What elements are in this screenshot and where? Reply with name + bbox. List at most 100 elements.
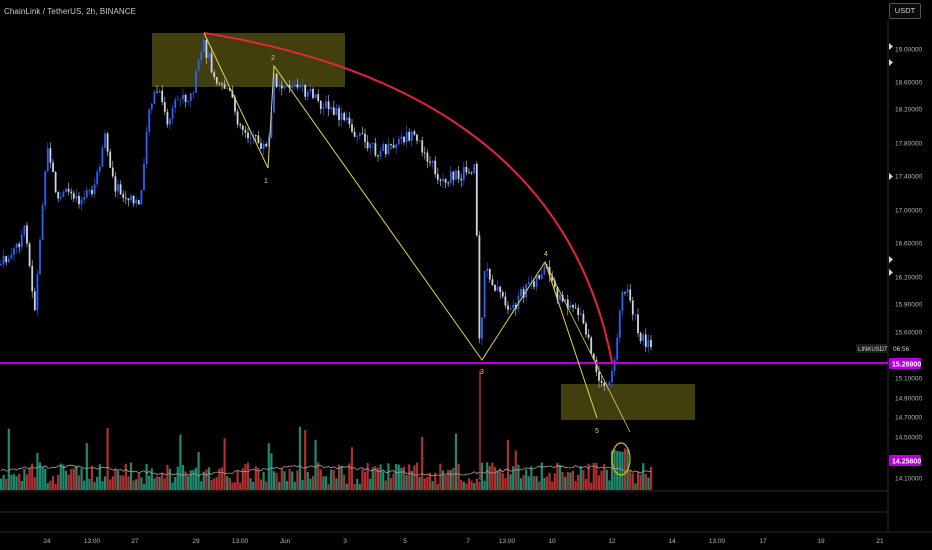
candle-body	[631, 300, 634, 315]
volume-bar	[150, 468, 153, 490]
volume-bar	[418, 477, 421, 490]
volume-bar	[72, 468, 75, 490]
time-tick-label: 13:00	[84, 538, 101, 545]
volume-bar	[553, 473, 556, 490]
candle-body	[351, 124, 353, 132]
volume-bar	[621, 451, 624, 490]
candle-body	[309, 88, 312, 92]
candle-body	[109, 151, 112, 168]
candle-body	[403, 136, 405, 143]
volume-bar	[636, 471, 640, 490]
candle-body	[488, 268, 491, 280]
volume-bar	[135, 479, 138, 490]
candle-body	[582, 313, 585, 324]
marker-triangle-icon	[889, 59, 893, 66]
volume-bar	[392, 473, 395, 490]
volume-bar	[413, 465, 416, 490]
time-tick-label: 13:00	[232, 538, 249, 545]
candle-body	[400, 136, 403, 140]
candle-body	[465, 167, 468, 173]
candle-body	[93, 184, 96, 195]
candle-body	[299, 85, 301, 88]
candle-body	[91, 189, 93, 195]
volume-bar	[241, 468, 244, 490]
bottom-zone-box[interactable]	[561, 384, 695, 420]
volume-bar	[46, 483, 49, 490]
wave-label-1: 1	[264, 178, 268, 185]
volume-bar	[462, 481, 465, 490]
candle-body	[241, 125, 244, 130]
volume-bar	[145, 463, 148, 490]
volume-bar	[88, 478, 91, 490]
volume-bar	[38, 462, 42, 490]
volume-bar	[493, 466, 497, 490]
candle-body	[538, 275, 541, 279]
volume-bar	[353, 483, 356, 490]
candle-body	[127, 198, 130, 201]
price-tick-label: 15.60000	[895, 330, 922, 337]
candle-body	[15, 243, 18, 249]
candle-body	[481, 317, 483, 339]
time-tick-label: 3	[343, 538, 347, 545]
volume-bar	[5, 478, 8, 490]
volume-bar	[501, 473, 504, 490]
candle-body	[150, 103, 153, 110]
candle-body	[137, 200, 140, 205]
volume-bar	[67, 474, 70, 490]
currency-button[interactable]: USDT	[889, 3, 921, 19]
arc-curve[interactable]	[203, 32, 613, 363]
volume-bar	[384, 480, 387, 490]
volume-bar	[605, 469, 608, 490]
volume-bar	[280, 469, 283, 490]
candle-body	[306, 91, 309, 97]
candle-body	[140, 190, 143, 205]
candle-body	[533, 281, 535, 287]
candle-body	[600, 380, 603, 383]
candle-body	[405, 131, 408, 143]
candle-body	[595, 359, 598, 372]
volume-bar	[343, 474, 346, 490]
candle-body	[462, 167, 465, 181]
volume-highlight-ellipse[interactable]	[611, 442, 631, 476]
candle-body	[270, 112, 273, 138]
volume-bar	[226, 476, 229, 490]
volume-bar	[25, 474, 29, 490]
volume-bar	[571, 470, 575, 490]
volume-bar	[509, 474, 512, 490]
wave-channel-line	[544, 261, 631, 433]
volume-bar	[228, 477, 231, 490]
candle-body	[335, 108, 338, 115]
volume-bar	[148, 475, 151, 490]
volume-bar	[166, 464, 169, 490]
candle-body	[483, 270, 486, 318]
candle-body	[436, 174, 439, 180]
volume-bar	[262, 471, 265, 490]
candle-body	[293, 84, 296, 87]
volume-bar	[444, 474, 447, 490]
volume-bar	[452, 467, 455, 490]
candle-body	[5, 256, 8, 263]
volume-bar	[408, 464, 411, 490]
volume-bar	[124, 463, 127, 490]
candle-body	[182, 94, 184, 99]
volume-bar	[623, 448, 627, 490]
candle-body	[431, 160, 434, 163]
volume-bar	[252, 481, 255, 490]
volume-bar	[288, 468, 291, 490]
candle-body	[46, 148, 49, 172]
volume-bar	[639, 474, 642, 490]
price-tick-label: 17.40000	[895, 174, 922, 181]
volume-bar	[142, 483, 146, 490]
wave-path[interactable]	[203, 32, 598, 419]
volume-bar	[291, 471, 294, 490]
volume-bar	[631, 473, 634, 490]
candle-body	[556, 287, 559, 300]
volume-bar	[491, 462, 494, 490]
candle-body	[275, 73, 278, 87]
volume-bar	[483, 480, 486, 490]
volume-bar	[270, 453, 273, 490]
volume-bar	[597, 475, 601, 490]
current-price-label: 15.26900	[892, 362, 921, 369]
candle-body	[31, 265, 34, 292]
